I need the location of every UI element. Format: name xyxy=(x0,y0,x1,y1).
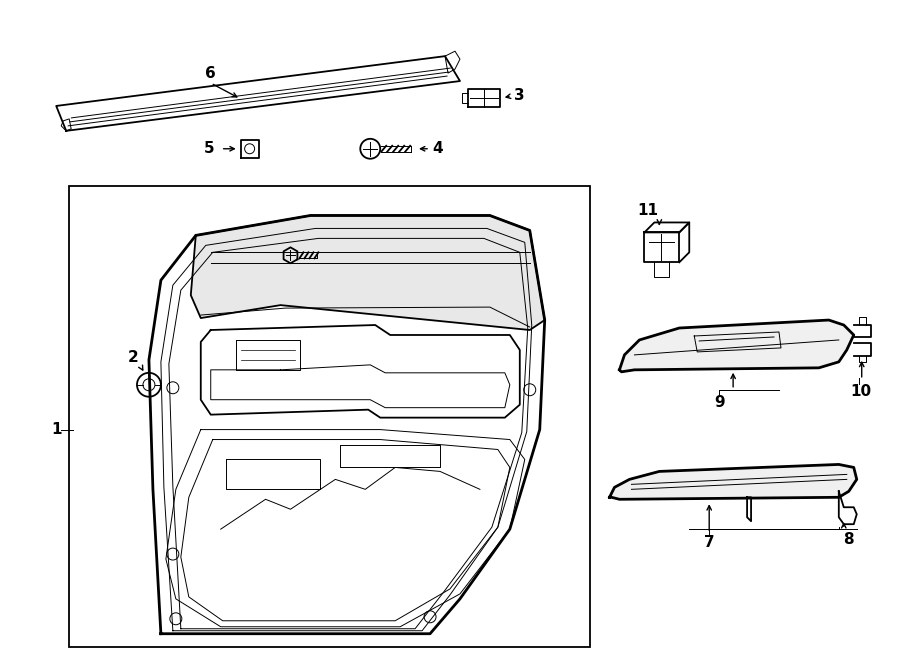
Text: 7: 7 xyxy=(704,535,715,549)
Text: 11: 11 xyxy=(637,203,658,218)
Text: 1: 1 xyxy=(51,422,61,437)
Text: 10: 10 xyxy=(850,384,871,399)
Text: 9: 9 xyxy=(714,395,724,410)
Text: 4: 4 xyxy=(433,141,444,156)
Text: 2: 2 xyxy=(128,350,139,365)
Text: 5: 5 xyxy=(203,141,214,156)
Text: 8: 8 xyxy=(843,532,854,547)
Polygon shape xyxy=(191,216,544,330)
Polygon shape xyxy=(619,320,854,372)
Text: 6: 6 xyxy=(205,66,216,81)
Text: 3: 3 xyxy=(515,89,525,103)
Polygon shape xyxy=(609,465,857,499)
Bar xyxy=(69,185,590,647)
